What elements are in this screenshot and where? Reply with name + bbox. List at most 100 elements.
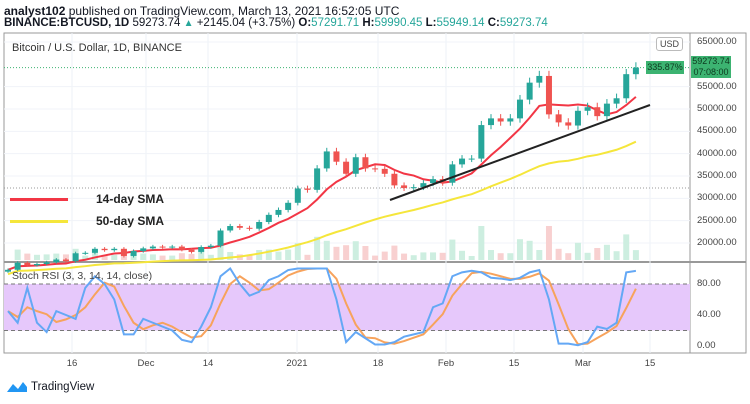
y-tick-label: 50000.00	[697, 103, 737, 114]
legend-swatch	[10, 197, 68, 201]
high: 59990.45	[374, 17, 423, 29]
y-tick-label: 55000.00	[697, 80, 737, 92]
candle-body	[227, 226, 234, 231]
candle-body	[565, 122, 572, 126]
candle-body	[536, 75, 543, 83]
candle-body	[314, 168, 321, 190]
volume-bar	[497, 253, 504, 260]
y-tick-label: 30000.00	[697, 192, 737, 204]
candle-body	[304, 188, 311, 190]
candle-body	[198, 247, 205, 252]
candle-body	[613, 98, 620, 104]
candle-body	[410, 187, 417, 189]
legend-label: 50-day SMA	[96, 214, 165, 228]
h-label: H:	[362, 17, 375, 29]
volume-bar	[265, 249, 272, 260]
candle-body	[246, 227, 253, 229]
volume-bar	[140, 253, 147, 260]
stoch-title: Stoch RSI (3, 3, 14, 14, close)	[12, 270, 153, 282]
volume-bar	[43, 254, 50, 260]
stoch-tick-label: 40.00	[697, 309, 721, 320]
volume-bar	[594, 248, 601, 260]
legend-swatch	[10, 219, 68, 223]
volume-bar	[381, 251, 388, 260]
candle-body	[188, 249, 195, 252]
candle-body	[236, 226, 243, 228]
candle-body	[72, 253, 79, 262]
stoch-k-line	[7, 267, 637, 347]
candle-body	[459, 158, 466, 165]
candle-body	[372, 168, 379, 170]
volume-bar	[285, 249, 292, 260]
chart-canvas[interactable]	[0, 0, 750, 380]
open: 57291.71	[311, 17, 360, 29]
candle-body	[449, 164, 456, 183]
candle-body	[594, 107, 601, 117]
publish-text: published on TradingView.com, March 13, …	[68, 4, 400, 18]
candle-body	[33, 263, 40, 266]
volume-bar	[198, 251, 205, 260]
candle-body	[62, 259, 69, 262]
candle-body	[265, 214, 272, 223]
x-tick-label: Mar	[574, 358, 592, 369]
candle-body	[82, 252, 89, 254]
candle-body	[101, 248, 108, 251]
chart-title: Bitcoin / U.S. Dollar, 1D, BINANCE	[12, 42, 182, 54]
y-tick-label: 20000.00	[697, 237, 737, 248]
volume-bar	[275, 251, 282, 260]
volume-bar	[391, 245, 398, 260]
volume-bar	[420, 252, 427, 260]
change: +2145.04 (+3.75%)	[196, 17, 296, 29]
volume-bar	[207, 254, 214, 260]
volume-bar	[410, 255, 417, 260]
candle-body	[584, 107, 591, 111]
volume-bar	[613, 251, 620, 260]
x-tick-label: 16	[66, 358, 78, 369]
candle-body	[333, 151, 340, 162]
x-tick-label: 2021	[286, 358, 308, 369]
volume-bar	[159, 255, 166, 260]
volume-bar	[217, 242, 224, 260]
volume-bar	[439, 252, 446, 260]
volume-bar	[314, 236, 321, 260]
y-tick-label: 25000.00	[697, 214, 737, 226]
volume-bar	[362, 246, 369, 260]
stoch-tick-label: 0.00	[697, 340, 716, 351]
volume-bar	[478, 226, 485, 260]
volume-bar	[526, 240, 533, 260]
candle-body	[574, 110, 581, 126]
candle-body	[178, 246, 185, 250]
volume-bar	[33, 254, 40, 260]
candle-body	[362, 157, 369, 169]
candle-body	[256, 222, 263, 229]
currency-button[interactable]: USD	[656, 37, 684, 51]
volume-bar	[507, 253, 514, 260]
legend-sma14: 14-day SMA	[10, 192, 164, 206]
candle-body	[468, 158, 475, 160]
tradingview-logo[interactable]: TradingView	[6, 380, 94, 394]
volume-bar	[294, 243, 301, 260]
candle-body	[169, 246, 176, 248]
tradingview-icon	[7, 382, 27, 392]
up-arrow-icon: ▲	[183, 18, 194, 29]
volume-bar	[574, 242, 581, 260]
volume-bar	[53, 253, 60, 260]
candle-body	[516, 99, 523, 119]
candle-body	[488, 118, 494, 126]
candle-body	[497, 118, 504, 122]
o-label: O:	[298, 17, 312, 29]
x-tick-label: Feb	[437, 358, 455, 369]
x-tick-label: 15	[644, 358, 656, 369]
candle-body	[91, 248, 98, 253]
volume-bar	[178, 253, 185, 260]
volume-bar	[333, 246, 340, 260]
close: 59273.74	[499, 17, 548, 29]
volume-bar	[24, 253, 31, 260]
candle-body	[5, 269, 11, 272]
volume-bar	[565, 253, 572, 260]
volume-bar	[304, 254, 311, 260]
candle-body	[381, 168, 388, 174]
author[interactable]: analyst102	[4, 4, 66, 18]
candle-body	[149, 246, 156, 249]
volume-bar	[584, 252, 591, 260]
